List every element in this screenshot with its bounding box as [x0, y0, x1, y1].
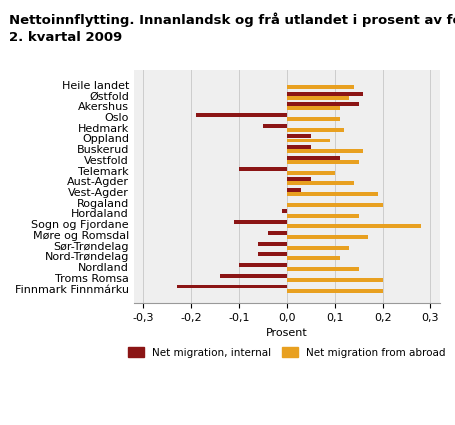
Bar [287, 149, 364, 153]
Bar [287, 139, 330, 142]
Bar [287, 213, 359, 218]
Bar [287, 256, 339, 261]
Bar [239, 167, 287, 170]
Bar [287, 267, 359, 271]
Bar [287, 106, 339, 110]
Text: Nettoinnflytting. Innanlandsk og frå utlandet i prosent av folkemengda.
2. kvart: Nettoinnflytting. Innanlandsk og frå utl… [9, 13, 455, 44]
Bar [287, 128, 344, 132]
Bar [287, 278, 383, 282]
Bar [287, 85, 354, 89]
Bar [177, 284, 287, 289]
Bar [287, 177, 311, 181]
Bar [239, 263, 287, 267]
Bar [287, 145, 311, 149]
Bar [287, 117, 339, 121]
Bar [287, 156, 339, 160]
Bar [196, 113, 287, 117]
Legend: Net migration, internal, Net migration from abroad: Net migration, internal, Net migration f… [124, 343, 450, 362]
Bar [287, 171, 335, 175]
Bar [287, 235, 368, 239]
Bar [263, 124, 287, 128]
Bar [258, 242, 287, 246]
Bar [287, 289, 383, 292]
Bar [287, 91, 364, 96]
Bar [287, 181, 354, 185]
Bar [287, 134, 311, 139]
Bar [287, 246, 349, 249]
Bar [282, 210, 287, 213]
Bar [287, 224, 421, 228]
X-axis label: Prosent: Prosent [266, 329, 308, 338]
Bar [287, 192, 378, 196]
Bar [287, 160, 359, 164]
Bar [268, 231, 287, 235]
Bar [287, 188, 301, 192]
Bar [220, 274, 287, 278]
Bar [287, 102, 359, 106]
Bar [287, 203, 383, 207]
Bar [287, 96, 349, 99]
Bar [258, 252, 287, 256]
Bar [234, 220, 287, 224]
